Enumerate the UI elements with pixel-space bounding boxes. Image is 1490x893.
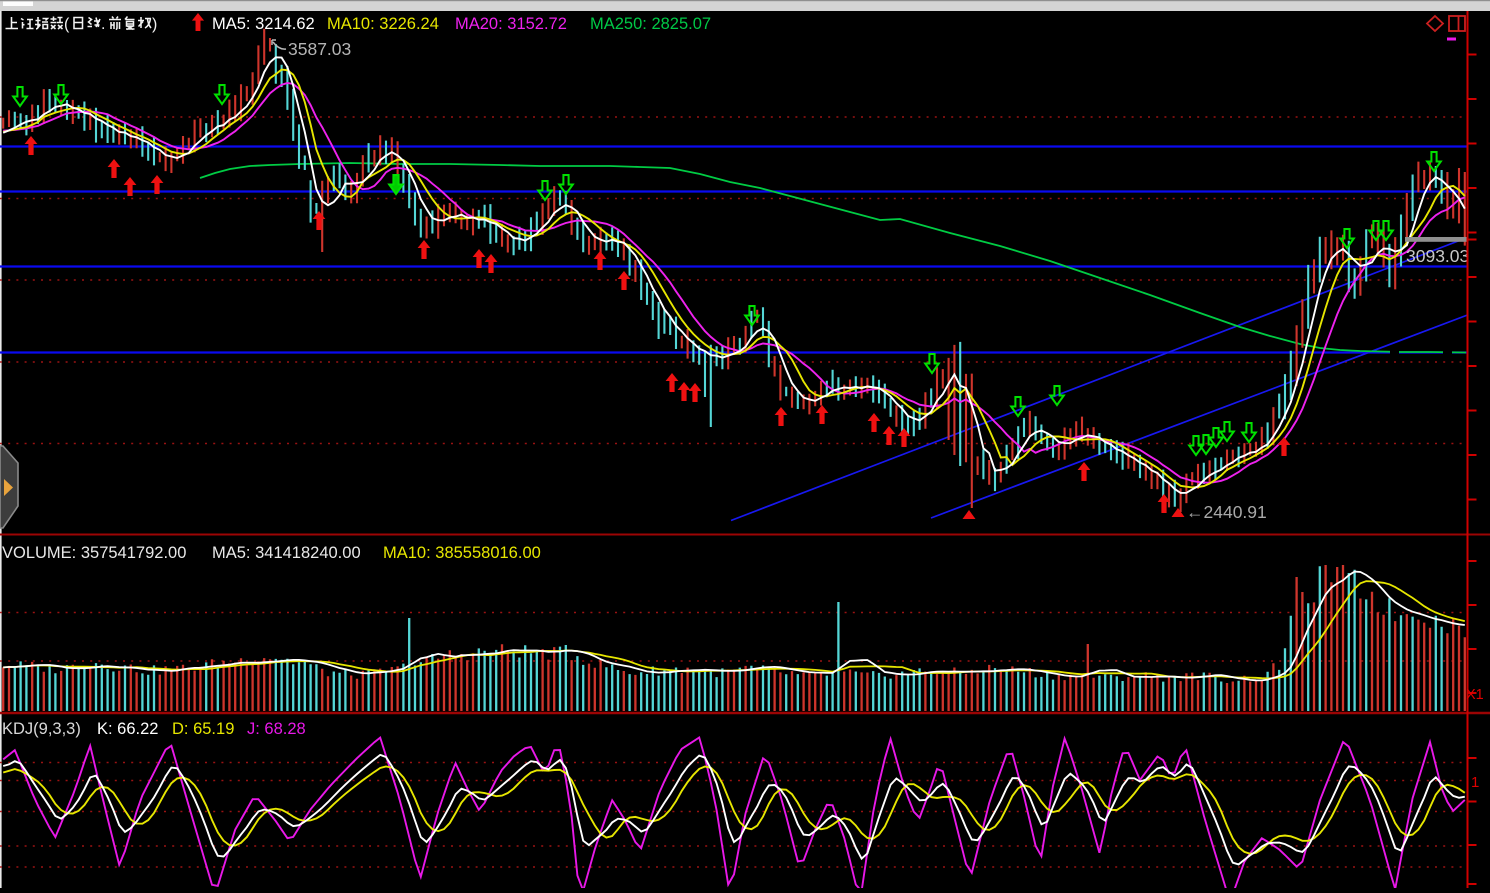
svg-text:MA20: 3152.72: MA20: 3152.72 (455, 15, 567, 33)
svg-text:MA5: 3214.62: MA5: 3214.62 (212, 15, 315, 33)
svg-text:): ) (152, 16, 157, 33)
svg-text:MA5: 341418240.00: MA5: 341418240.00 (212, 544, 361, 562)
svg-text:X1: X1 (1466, 687, 1484, 703)
svg-text:K: 66.22: K: 66.22 (97, 720, 158, 738)
svg-text:VOLUME: 357541792.00: VOLUME: 357541792.00 (2, 544, 186, 562)
svg-text:MA250: 2825.07: MA250: 2825.07 (590, 15, 711, 33)
svg-text:1: 1 (1471, 774, 1479, 791)
svg-text:D: 65.19: D: 65.19 (172, 720, 234, 738)
svg-text:3093.03: 3093.03 (1406, 246, 1469, 266)
svg-text:MA10: 3226.24: MA10: 3226.24 (327, 15, 439, 33)
svg-text:←2440.91: ←2440.91 (1186, 502, 1267, 522)
svg-text:.: . (101, 16, 105, 33)
svg-text:KDJ(9,3,3): KDJ(9,3,3) (2, 720, 81, 738)
svg-text:(: ( (64, 16, 70, 33)
svg-text:MA10: 385558016.00: MA10: 385558016.00 (383, 544, 541, 562)
svg-text:J: 68.28: J: 68.28 (247, 720, 306, 738)
svg-text:3587.03: 3587.03 (288, 39, 351, 59)
